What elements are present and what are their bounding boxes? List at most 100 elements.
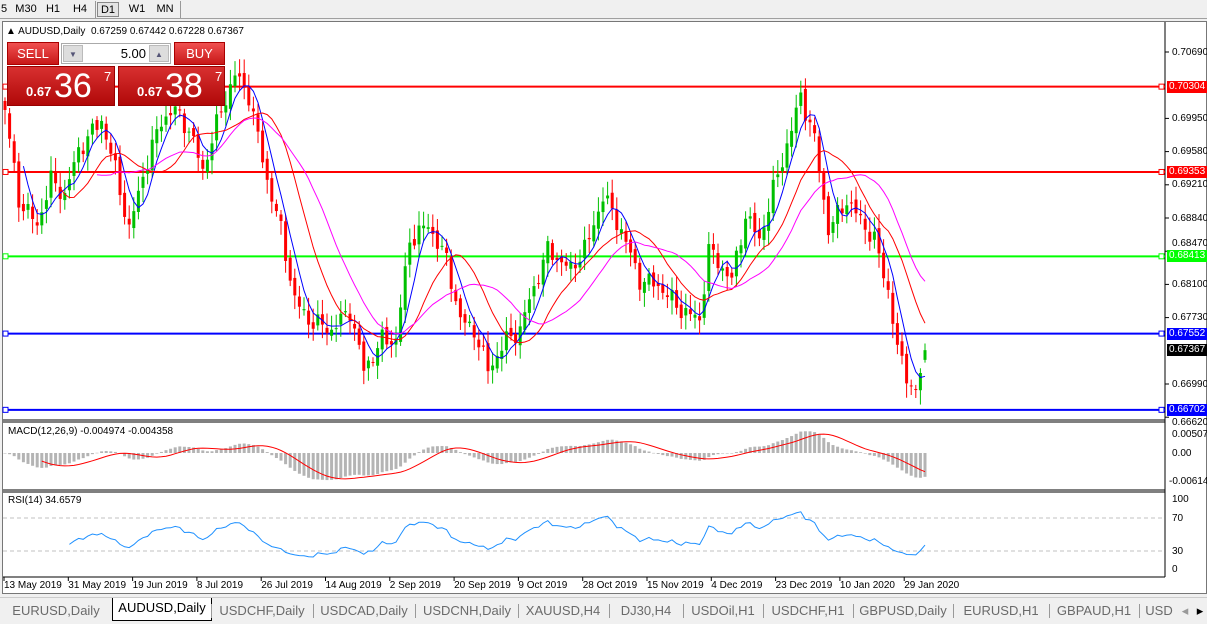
- chart-tab[interactable]: USD: [1145, 603, 1173, 618]
- macd-histogram-bar: [486, 453, 490, 463]
- candle-body: [500, 350, 504, 359]
- candle-body: [169, 112, 173, 116]
- date-axis-label: 13 May 2019: [4, 580, 62, 591]
- buy-button[interactable]: BUY: [174, 42, 225, 65]
- timeframe-m5[interactable]: 5: [0, 3, 8, 15]
- candle-body: [606, 195, 610, 199]
- macd-histogram-bar: [868, 453, 872, 456]
- macd-histogram-bar: [481, 453, 485, 461]
- candle-body: [808, 119, 812, 123]
- lot-size-stepper[interactable]: ▼ 5.00 ▲: [61, 43, 171, 64]
- candle-body: [330, 329, 334, 336]
- timeframe-d1[interactable]: D1: [97, 2, 119, 17]
- collapse-triangle-icon[interactable]: ▲: [6, 26, 16, 37]
- macd-histogram-bar: [596, 442, 600, 453]
- macd-histogram-bar: [376, 453, 380, 475]
- candle-body: [417, 225, 421, 245]
- macd-histogram-bar: [647, 451, 651, 453]
- candle-body: [35, 222, 39, 226]
- sell-button[interactable]: SELL: [7, 42, 59, 65]
- chart-tab[interactable]: DJ30,H4: [620, 603, 672, 618]
- candle-body: [776, 174, 780, 178]
- chart-tab[interactable]: USDCHF,Daily: [219, 603, 305, 618]
- macd-histogram-bar: [583, 445, 587, 453]
- macd-histogram-bar: [771, 443, 775, 453]
- sell-price-sup: 7: [104, 69, 112, 84]
- candle-body: [721, 268, 725, 271]
- lot-size-value[interactable]: 5.00: [120, 46, 146, 61]
- level-handle-icon: [2, 168, 9, 175]
- macd-histogram-bar: [808, 431, 812, 453]
- macd-histogram-bar: [251, 444, 255, 453]
- macd-histogram-bar: [642, 450, 646, 453]
- buy-price-box[interactable]: 0.67 38 7: [118, 66, 225, 106]
- macd-histogram-bar: [537, 453, 541, 454]
- candle-body: [587, 237, 591, 240]
- macd-histogram-bar: [311, 453, 315, 480]
- chart-tab[interactable]: EURUSD,H1: [963, 603, 1039, 618]
- macd-histogram-bar: [900, 453, 904, 471]
- chart-tab[interactable]: USDOil,H1: [691, 603, 755, 618]
- chart-tab[interactable]: GBPAUD,H1: [1056, 603, 1132, 618]
- candle-body: [900, 341, 904, 356]
- chart-tab[interactable]: USDCHF,H1: [771, 603, 845, 618]
- macd-histogram-bar: [256, 446, 260, 453]
- level-handle-icon: [2, 406, 9, 413]
- level-handle-icon: [1158, 168, 1165, 175]
- macd-histogram-bar: [725, 453, 729, 454]
- macd-histogram-bar: [307, 453, 311, 478]
- chart-tab[interactable]: USDCNH,Daily: [422, 603, 512, 618]
- macd-histogram-bar: [44, 453, 48, 468]
- candle-body: [311, 322, 315, 329]
- price-axis-label: 0.70690: [1172, 46, 1207, 58]
- chart-tab[interactable]: AUDUSD,Daily: [112, 598, 212, 621]
- macd-histogram-bar: [353, 453, 357, 475]
- candle-body: [412, 239, 416, 246]
- candle-body: [877, 228, 881, 254]
- scroll-left-icon[interactable]: ◂: [1181, 603, 1189, 618]
- macd-histogram-bar: [601, 440, 605, 453]
- sell-price-box[interactable]: 0.67 36 7: [7, 66, 115, 106]
- candle-body: [205, 159, 209, 173]
- decrease-lot-icon[interactable]: ▼: [63, 45, 83, 62]
- tab-separator: [211, 604, 212, 618]
- timeframe-h1[interactable]: H1: [45, 3, 61, 15]
- candle-body: [615, 209, 619, 231]
- macd-histogram-bar: [555, 446, 559, 453]
- price-axis-label: 0.66620: [1172, 416, 1207, 428]
- level-handle-icon: [1158, 83, 1165, 90]
- moving-average-fast: [22, 85, 926, 379]
- macd-histogram-bar: [854, 451, 858, 453]
- candle-body: [872, 231, 876, 240]
- scroll-right-icon[interactable]: ▸: [1196, 603, 1204, 618]
- chart-tab[interactable]: EURUSD,Daily: [12, 603, 100, 618]
- macd-histogram-bar: [26, 453, 30, 464]
- candle-body: [256, 114, 260, 132]
- macd-histogram-bar: [127, 453, 131, 459]
- increase-lot-icon[interactable]: ▲: [149, 45, 169, 62]
- macd-histogram-bar: [739, 450, 743, 453]
- macd-histogram-bar: [472, 453, 476, 458]
- candle-body: [141, 176, 145, 188]
- candle-body: [780, 167, 784, 172]
- candle-body: [564, 261, 568, 266]
- macd-histogram-bar: [518, 453, 522, 462]
- macd-histogram-bar: [192, 447, 196, 453]
- timeframe-w1[interactable]: W1: [128, 3, 146, 15]
- macd-histogram-bar: [274, 453, 278, 459]
- chart-tab[interactable]: GBPUSD,Daily: [859, 603, 947, 618]
- chart-tab[interactable]: USDCAD,Daily: [320, 603, 408, 618]
- timeframe-h4[interactable]: H4: [72, 3, 88, 15]
- symbol-label: AUDUSD,Daily: [18, 26, 86, 37]
- candle-body: [159, 126, 163, 132]
- candle-body: [688, 309, 692, 315]
- date-axis-label: 4 Dec 2019: [711, 580, 763, 591]
- candle-body: [219, 111, 223, 113]
- timeframe-mn[interactable]: MN: [156, 3, 174, 15]
- chart-window[interactable]: [2, 21, 1207, 594]
- candle-body: [17, 161, 21, 208]
- timeframe-m30[interactable]: M30: [15, 3, 37, 15]
- candle-body: [224, 105, 228, 113]
- candle-body: [435, 230, 439, 249]
- chart-tab[interactable]: XAUUSD,H4: [525, 603, 601, 618]
